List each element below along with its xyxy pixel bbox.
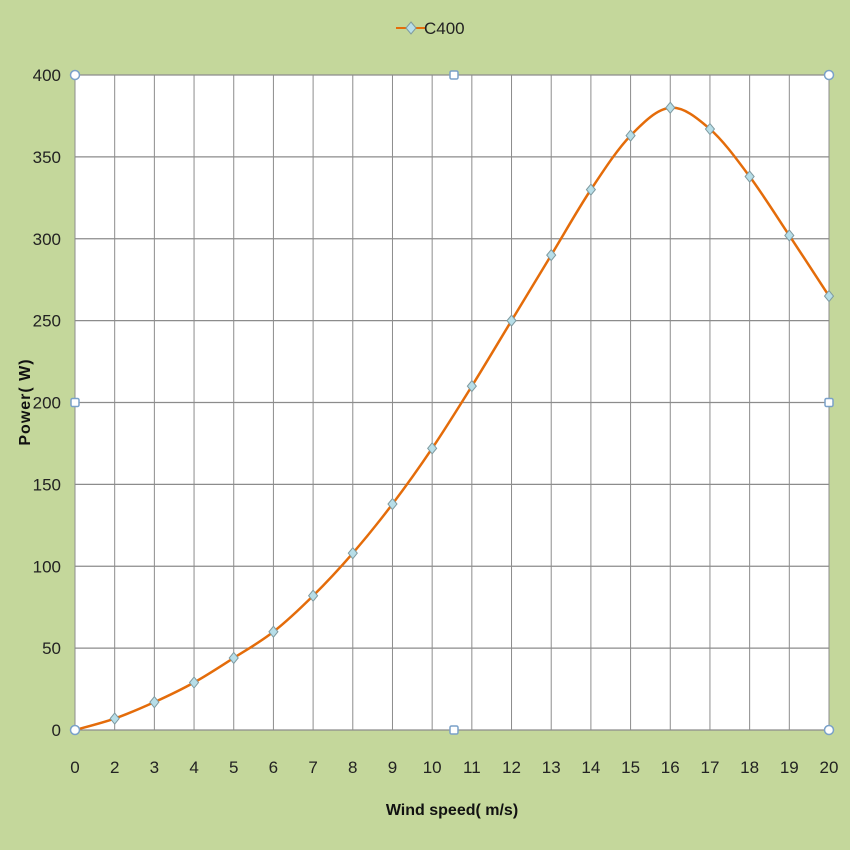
data-point-marker <box>546 248 557 262</box>
tick-labels: 0 2 3 4 5 6 7 8 9 10 11 12 13 14 15 16 17 18 19 20050100150… <box>33 66 839 777</box>
x-tick-label: 13 <box>542 758 561 777</box>
x-tick-label: 15 <box>621 758 640 777</box>
series-layer <box>74 101 835 732</box>
data-point-marker <box>387 497 398 511</box>
legend-entry-label: C400 <box>424 19 465 38</box>
data-point-marker <box>506 314 517 327</box>
y-tick-label: 0 <box>52 721 61 740</box>
x-tick-label: 8 <box>348 758 357 777</box>
legend: C400 <box>396 19 465 38</box>
side-resize-handle[interactable] <box>449 70 459 80</box>
x-tick-label: 19 <box>780 758 799 777</box>
data-point-marker <box>704 122 716 136</box>
x-tick-label: 2 <box>110 758 119 777</box>
x-tick-label: 12 <box>502 758 521 777</box>
grid-lines <box>74 74 830 731</box>
y-tick-label: 250 <box>33 312 61 331</box>
x-tick-label: 17 <box>700 758 719 777</box>
x-tick-label: 4 <box>189 758 198 777</box>
x-tick-label: 10 <box>423 758 442 777</box>
data-point-marker <box>149 695 160 709</box>
y-tick-label: 300 <box>33 230 61 249</box>
corner-resize-handle[interactable] <box>69 724 81 736</box>
data-point-marker <box>109 712 120 725</box>
data-point-marker <box>744 170 755 183</box>
corner-resize-handle[interactable] <box>823 724 835 736</box>
y-axis-title: Power( W) <box>17 358 34 445</box>
corner-resize-handle[interactable] <box>69 69 81 81</box>
data-point-marker <box>665 101 676 115</box>
x-tick-label: 11 <box>463 758 481 777</box>
data-point-marker <box>466 379 477 393</box>
data-point-marker <box>307 589 319 603</box>
selection-handles[interactable] <box>69 69 835 736</box>
x-tick-label: 7 <box>308 758 317 777</box>
y-tick-label: 200 <box>33 394 61 413</box>
y-tick-label: 150 <box>33 475 61 494</box>
data-point-marker <box>823 289 835 303</box>
x-tick-label: 18 <box>740 758 759 777</box>
x-tick-label: 16 <box>661 758 680 777</box>
x-tick-label: 3 <box>150 758 159 777</box>
data-point-marker <box>625 129 636 142</box>
data-point-marker <box>268 625 279 639</box>
x-tick-label: 20 <box>820 758 839 777</box>
data-point-marker <box>585 183 597 196</box>
x-tick-label: 0 <box>70 758 79 777</box>
x-tick-label: 6 <box>269 758 278 777</box>
side-resize-handle[interactable] <box>449 725 459 735</box>
data-point-marker <box>347 546 358 560</box>
y-tick-label: 350 <box>33 148 61 167</box>
y-tick-label: 100 <box>33 557 61 576</box>
y-tick-label: 50 <box>42 639 61 658</box>
data-point-marker <box>784 229 795 242</box>
x-tick-label: 9 <box>388 758 397 777</box>
corner-resize-handle[interactable] <box>823 69 835 81</box>
legend-diamond-marker <box>405 21 417 35</box>
side-resize-handle[interactable] <box>824 397 834 408</box>
x-tick-label: 14 <box>581 758 600 777</box>
data-point-marker <box>427 442 438 455</box>
data-point-marker <box>188 676 200 689</box>
x-tick-label: 5 <box>229 758 238 777</box>
data-point-marker <box>228 651 239 665</box>
y-tick-label: 400 <box>33 66 61 85</box>
x-axis-title: Wind speed( m/s) <box>386 802 518 819</box>
side-resize-handle[interactable] <box>70 397 80 408</box>
